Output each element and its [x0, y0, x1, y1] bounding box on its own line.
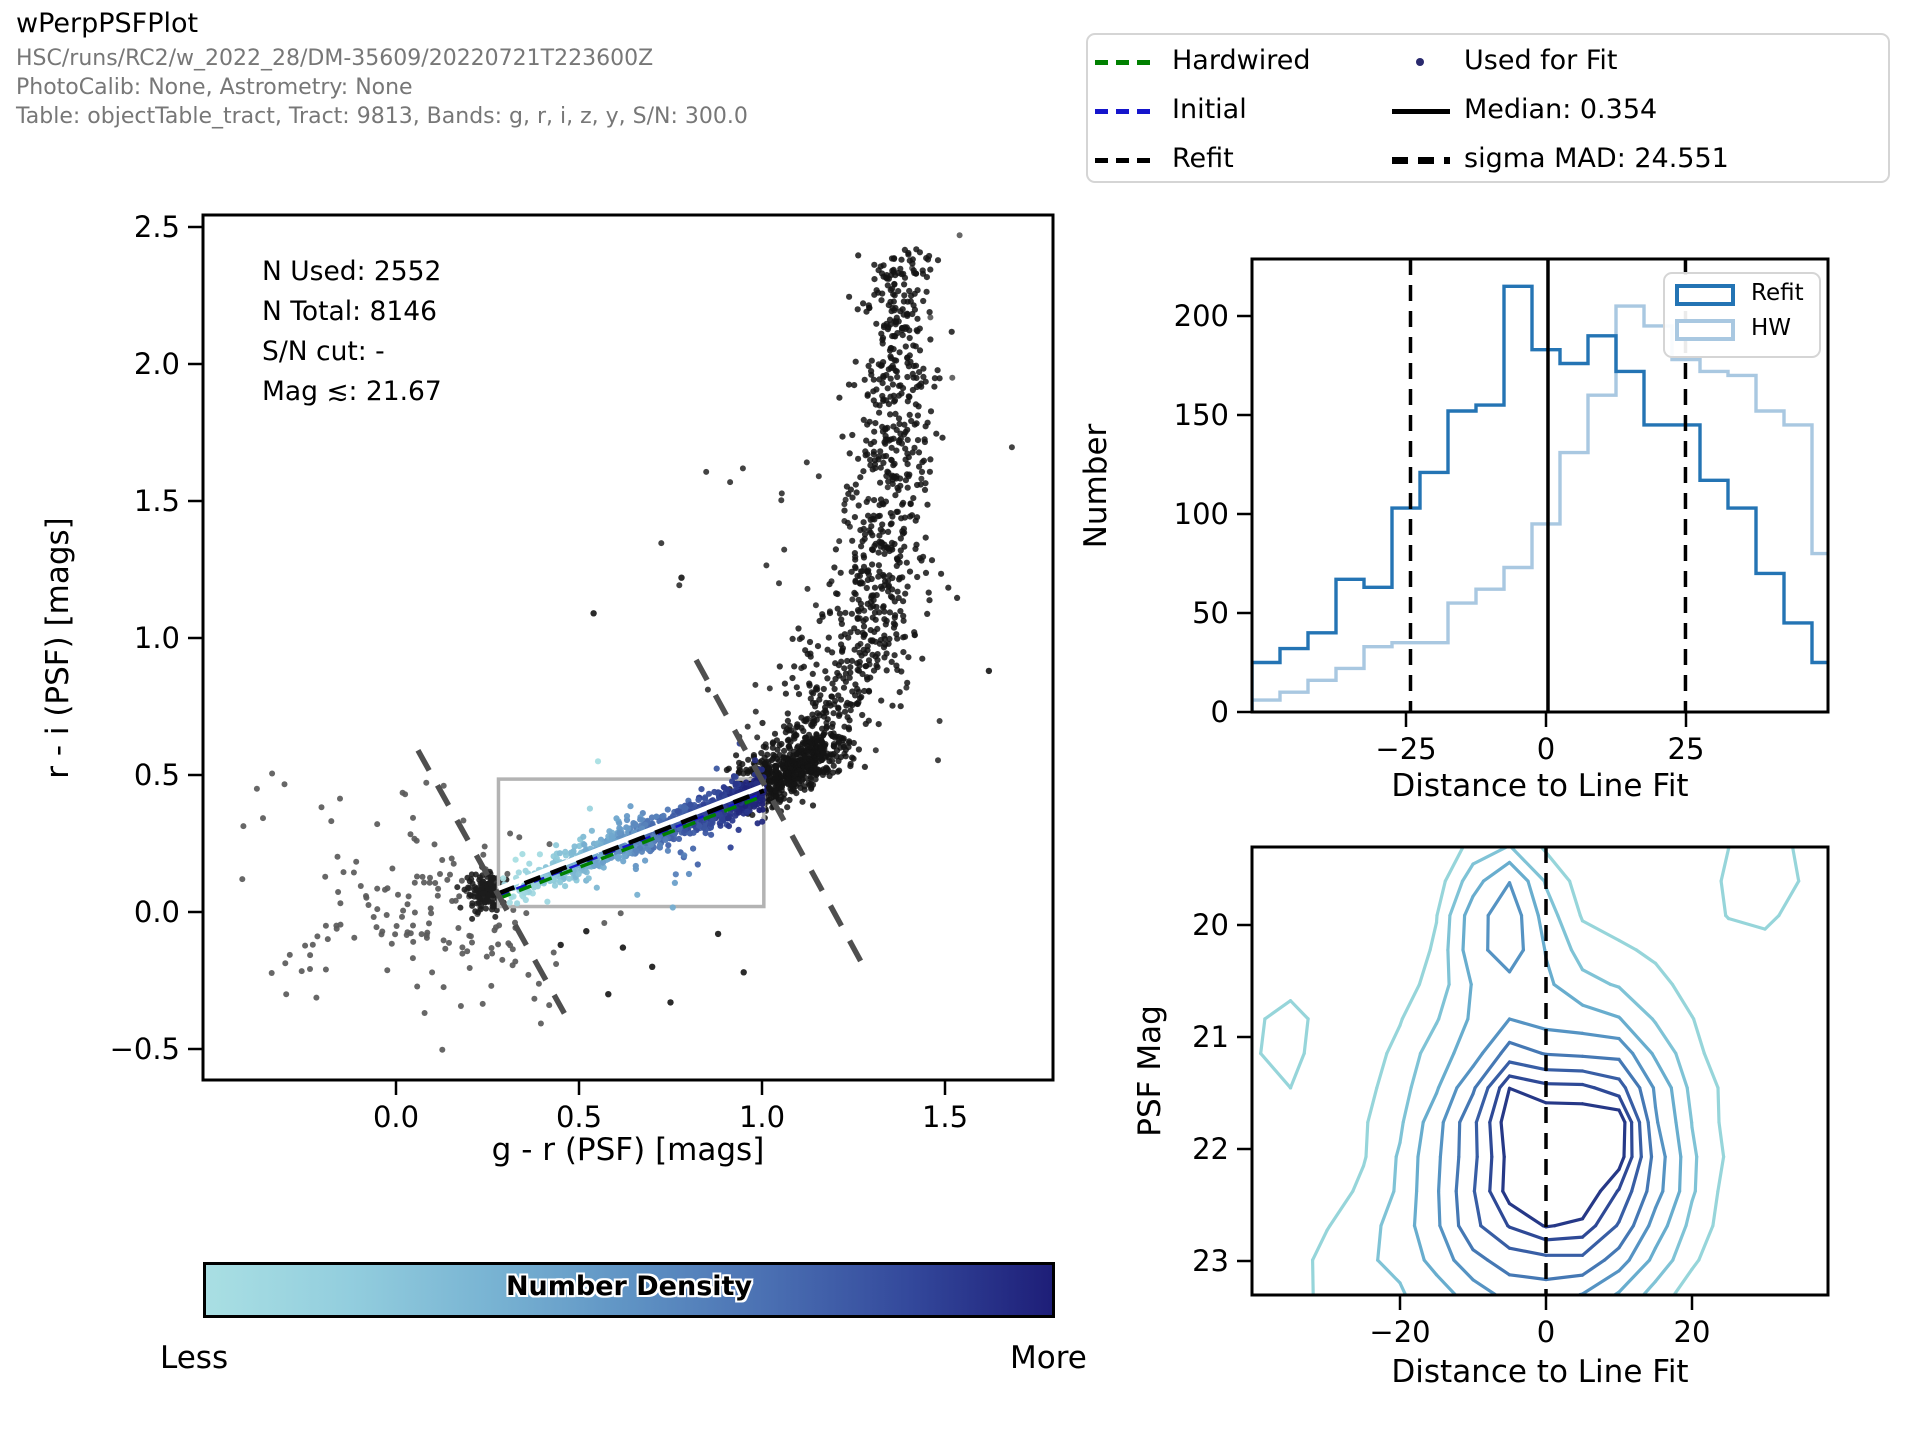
- main-stats-n-used: N Used: 2552: [262, 256, 441, 287]
- residual-histogram-plot: −25 0 25 0 50 100 150 200: [1174, 257, 1830, 766]
- svg-text:100: 100: [1174, 497, 1229, 531]
- svg-text:−25: −25: [1375, 732, 1436, 766]
- page-title: wPerpPSFPlot: [16, 8, 199, 39]
- svg-text:0: 0: [1537, 1315, 1555, 1349]
- psf-mag-contour-plot: −20 0 20 20 21 22 23: [1192, 845, 1830, 1349]
- svg-text:200: 200: [1174, 299, 1229, 333]
- svg-text:20: 20: [1674, 1315, 1711, 1349]
- svg-text:1.0: 1.0: [739, 1100, 785, 1134]
- hw-histogram-label: HW: [1751, 315, 1792, 341]
- svg-text:0: 0: [1211, 695, 1229, 729]
- legend-label-hardwired: Hardwired: [1172, 45, 1311, 76]
- refit-histogram-swatch: [1675, 284, 1735, 306]
- svg-text:0.0: 0.0: [134, 895, 180, 929]
- svg-text:1.0: 1.0: [134, 621, 180, 655]
- svg-text:23: 23: [1192, 1244, 1229, 1278]
- svg-text:150: 150: [1174, 398, 1229, 432]
- legend-swatch-dashed-line: [1095, 109, 1153, 114]
- hw-histogram-swatch: [1675, 319, 1735, 341]
- main-x-axis-label: g - r (PSF) [mags]: [492, 1132, 765, 1168]
- colorbar-less-label: Less: [160, 1340, 229, 1376]
- svg-text:1.5: 1.5: [134, 484, 180, 518]
- svg-text:25: 25: [1668, 732, 1705, 766]
- calibration-subtitle: PhotoCalib: None, Astrometry: None: [16, 75, 413, 100]
- main-stats-n-total: N Total: 8146: [262, 296, 437, 327]
- legend-label-sigma-mad-24-551: sigma MAD: 24.551: [1464, 143, 1729, 174]
- svg-text:0.5: 0.5: [134, 758, 180, 792]
- table-info-subtitle: Table: objectTable_tract, Tract: 9813, B…: [16, 104, 748, 129]
- legend-label-initial: Initial: [1172, 94, 1247, 125]
- run-collection-subtitle: HSC/runs/RC2/w_2022_28/DM-35609/20220721…: [16, 46, 654, 71]
- refit-histogram-label: Refit: [1751, 280, 1804, 306]
- legend-swatch-solid-line: [1392, 109, 1450, 114]
- hist-y-axis-label: Number: [1078, 423, 1114, 548]
- legend-label-median-0-354: Median: 0.354: [1464, 94, 1658, 125]
- legend-swatch-dashed-line: [1095, 158, 1153, 163]
- histogram-legend: Refit HW: [1663, 272, 1821, 358]
- hist-x-axis-label: Distance to Line Fit: [1391, 768, 1688, 804]
- fit-legend: Hardwired Initial Refit Used for Fit Median:…: [1086, 33, 1890, 183]
- number-density-colorbar: [203, 1262, 1055, 1318]
- legend-label-used-for-fit: Used for Fit: [1464, 45, 1618, 76]
- svg-text:22: 22: [1192, 1132, 1229, 1166]
- legend-swatch-dot: [1416, 58, 1424, 66]
- contour-x-axis-label: Distance to Line Fit: [1391, 1354, 1688, 1390]
- main-stats-sn-cut: S/N cut: -: [262, 336, 385, 367]
- svg-text:2.0: 2.0: [134, 347, 180, 381]
- main-stats-mag-cut: Mag ≲: 21.67: [262, 376, 442, 407]
- svg-text:0: 0: [1537, 732, 1555, 766]
- svg-text:21: 21: [1192, 1020, 1229, 1054]
- svg-text:−20: −20: [1369, 1315, 1430, 1349]
- colorbar-more-label: More: [1010, 1340, 1087, 1376]
- svg-text:0.5: 0.5: [556, 1100, 602, 1134]
- svg-text:2.5: 2.5: [134, 210, 180, 244]
- svg-text:50: 50: [1192, 596, 1229, 630]
- svg-text:−0.5: −0.5: [110, 1032, 180, 1066]
- svg-text:1.5: 1.5: [922, 1100, 968, 1134]
- legend-label-refit: Refit: [1172, 143, 1234, 174]
- contour-y-axis-label: PSF Mag: [1132, 1005, 1168, 1136]
- legend-swatch-thick-dashed-line: [1392, 157, 1450, 164]
- svg-text:0.0: 0.0: [373, 1100, 419, 1134]
- colorbar-title: Number Density: [505, 1271, 753, 1302]
- color-color-scatter-plot: 0.0 0.5 1.0 1.5 −0.5 0.0 0.5 1.0 1.5 2.0 2.5: [110, 210, 1055, 1134]
- legend-swatch-dashed-line: [1095, 60, 1153, 65]
- svg-text:20: 20: [1192, 908, 1229, 942]
- main-y-axis-label: r - i (PSF) [mags]: [40, 517, 76, 779]
